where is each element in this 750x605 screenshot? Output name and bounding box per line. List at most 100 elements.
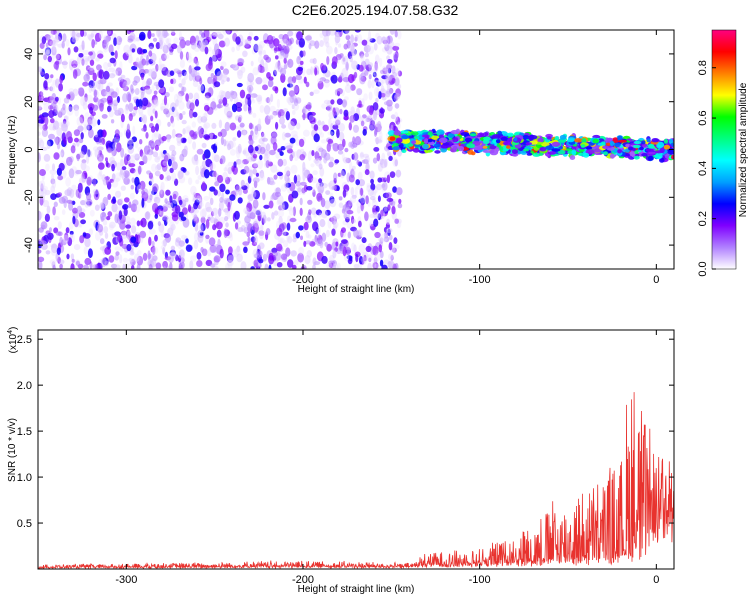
spectrogram-cell (253, 235, 258, 245)
spectrogram-cell (336, 31, 340, 37)
spectrogram-cell (136, 220, 141, 227)
spectrogram-cell (366, 183, 371, 188)
spectrogram-cell (75, 260, 80, 267)
spectrogram-cell (609, 140, 615, 147)
spectrogram-cell (257, 159, 264, 170)
spectrogram-cell (179, 153, 185, 162)
spectrogram-cell (293, 260, 299, 266)
spectrogram-cell (253, 130, 260, 138)
spectrogram-cell (237, 58, 245, 65)
spectrogram-cell (104, 246, 112, 255)
spectrogram-cell (247, 139, 255, 145)
spectrogram-cell (51, 163, 56, 171)
spectrogram-cell (148, 50, 153, 57)
spectrogram-cell (44, 189, 51, 196)
spectrogram-cell (247, 193, 254, 202)
spectrogram-cell (343, 254, 349, 261)
spectrogram-cell (68, 58, 76, 65)
spectrogram-cell (185, 238, 189, 244)
spectrogram-cell (189, 130, 195, 138)
spectrogram-cell (189, 35, 196, 46)
spectrogram-cell (69, 230, 74, 235)
spectrogram-cell (307, 101, 312, 112)
spectrogram-cell (152, 183, 159, 193)
spectrogram-cell (141, 197, 145, 208)
spectrogram-cell (368, 30, 371, 41)
spectrogram-cell (119, 158, 124, 167)
spectrogram-cell (372, 198, 376, 203)
spectrogram-cell (216, 94, 222, 102)
spectrogram-cell (53, 216, 60, 221)
spectrogram-cell (221, 74, 228, 83)
spectrogram-cell (99, 246, 106, 251)
snr-y-scale: (x104) (7, 327, 19, 354)
spectrogram-cell (330, 129, 335, 136)
spectrogram-cell (375, 121, 379, 127)
colorbar-label: Normalized spectral amplitude (738, 82, 749, 217)
spectrogram-cell (147, 30, 152, 40)
spectrogram-cell (55, 62, 59, 71)
spectrogram-cell (491, 134, 501, 140)
spectrogram-cell (273, 69, 277, 77)
spectrogram-cell (147, 106, 154, 117)
spectrogram-cell (125, 224, 132, 229)
spectrogram-cell (158, 79, 165, 88)
spectrogram-cell (192, 80, 199, 88)
spectrogram-cell (162, 160, 168, 167)
spectrogram-cell (641, 153, 648, 157)
y-tick-label: 2.5 (17, 334, 32, 346)
spectrogram-cell (470, 151, 476, 156)
spectrogram-cell (345, 216, 350, 223)
spectrogram-cell (55, 96, 59, 102)
spectrogram-cell (120, 185, 126, 191)
spectrogram-cell (349, 55, 354, 63)
spectrogram-cell (265, 228, 271, 236)
spectrogram-cell (149, 228, 156, 235)
spectrogram-cell (91, 104, 99, 111)
spectrogram-cell (170, 31, 176, 36)
spectrogram-cell (365, 195, 369, 205)
spectrogram-cell (117, 77, 123, 82)
spectrogram-cell (349, 44, 356, 53)
spectrogram-cell (98, 69, 105, 80)
spectrogram-cell (348, 122, 352, 131)
spectrogram-cell (115, 142, 122, 153)
spectrogram-cell (299, 207, 303, 216)
spectrogram-cell (71, 184, 77, 192)
spectrogram-y-label: Frequency (Hz) (7, 116, 18, 185)
spectrogram-cell (353, 263, 360, 269)
spectrogram-cell (353, 124, 359, 133)
spectrogram-cell (174, 178, 179, 186)
spectrogram-cell (71, 233, 75, 242)
spectrogram-cell (119, 198, 124, 204)
spectrogram-cell (352, 165, 356, 170)
spectrogram-cell (190, 67, 198, 78)
spectrogram-cell (262, 49, 266, 56)
spectrogram-cell (213, 217, 218, 225)
spectrogram-cell (255, 210, 261, 216)
spectrogram-cell (327, 138, 334, 144)
spectrogram-cell (275, 187, 281, 195)
spectrogram-cell (373, 211, 381, 220)
spectrogram-cell (246, 231, 251, 238)
spectrogram-cell (386, 55, 391, 60)
spectrogram-cell (38, 227, 44, 233)
spectrogram-cell (61, 209, 66, 216)
spectrogram-cell (247, 175, 252, 184)
spectrogram-cell (187, 204, 192, 212)
spectrogram-cell (69, 233, 74, 239)
spectrogram-cell (171, 150, 177, 157)
spectrogram-cell (86, 149, 93, 158)
spectrogram-cell (220, 76, 224, 82)
spectrogram-cell (82, 81, 89, 87)
spectrogram-cell (284, 166, 291, 176)
spectrogram-cell (354, 30, 361, 33)
spectrogram-cell (94, 204, 100, 211)
spectrogram-cell (236, 253, 243, 263)
spectrogram-cell (314, 67, 318, 76)
spectrogram-cell (71, 258, 75, 263)
spectrogram-cell (313, 212, 317, 218)
spectrogram-cell (155, 99, 159, 107)
spectrogram-cell (179, 51, 184, 60)
spectrogram-cell (285, 145, 293, 150)
